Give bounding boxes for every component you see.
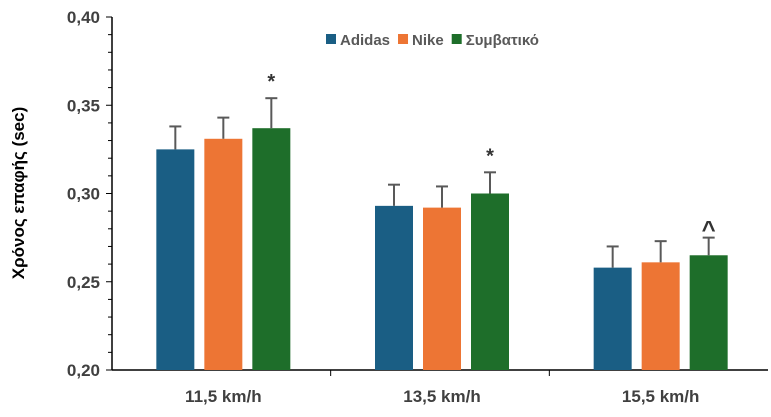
y-tick-label: 0,30	[67, 185, 100, 204]
bar-συμβατικό	[689, 255, 728, 370]
y-tick-label: 0,40	[67, 8, 100, 27]
legend-label: Adidas	[340, 32, 390, 49]
bar-adidas	[156, 149, 195, 370]
bar-adidas	[593, 267, 632, 370]
bar-nike	[423, 207, 461, 370]
significance-marker: ^	[702, 217, 716, 244]
bar-συμβατικό	[252, 128, 291, 370]
legend-swatch-1	[398, 34, 409, 44]
y-axis-label: Χρόνος επαφής (sec)	[9, 107, 28, 280]
y-tick-label: 0,35	[67, 96, 100, 115]
bar-nike	[204, 138, 243, 370]
significance-marker: *	[267, 71, 275, 93]
y-tick-label: 0,25	[67, 273, 100, 292]
x-tick-label: 13,5 km/h	[403, 387, 481, 406]
x-tick-label: 11,5 km/h	[185, 387, 262, 406]
bar-συμβατικό	[471, 193, 509, 370]
legend-label: Συμβατικό	[466, 32, 539, 49]
legend-swatch-2	[451, 34, 462, 44]
bar-nike	[641, 262, 680, 370]
legend-swatch-0	[326, 34, 336, 44]
y-tick-label: 0,20	[67, 361, 100, 380]
legend-label: Nike	[412, 32, 444, 49]
significance-marker: *	[486, 145, 494, 167]
bar-adidas	[375, 205, 413, 370]
x-tick-label: 15,5 km/h	[622, 387, 700, 406]
